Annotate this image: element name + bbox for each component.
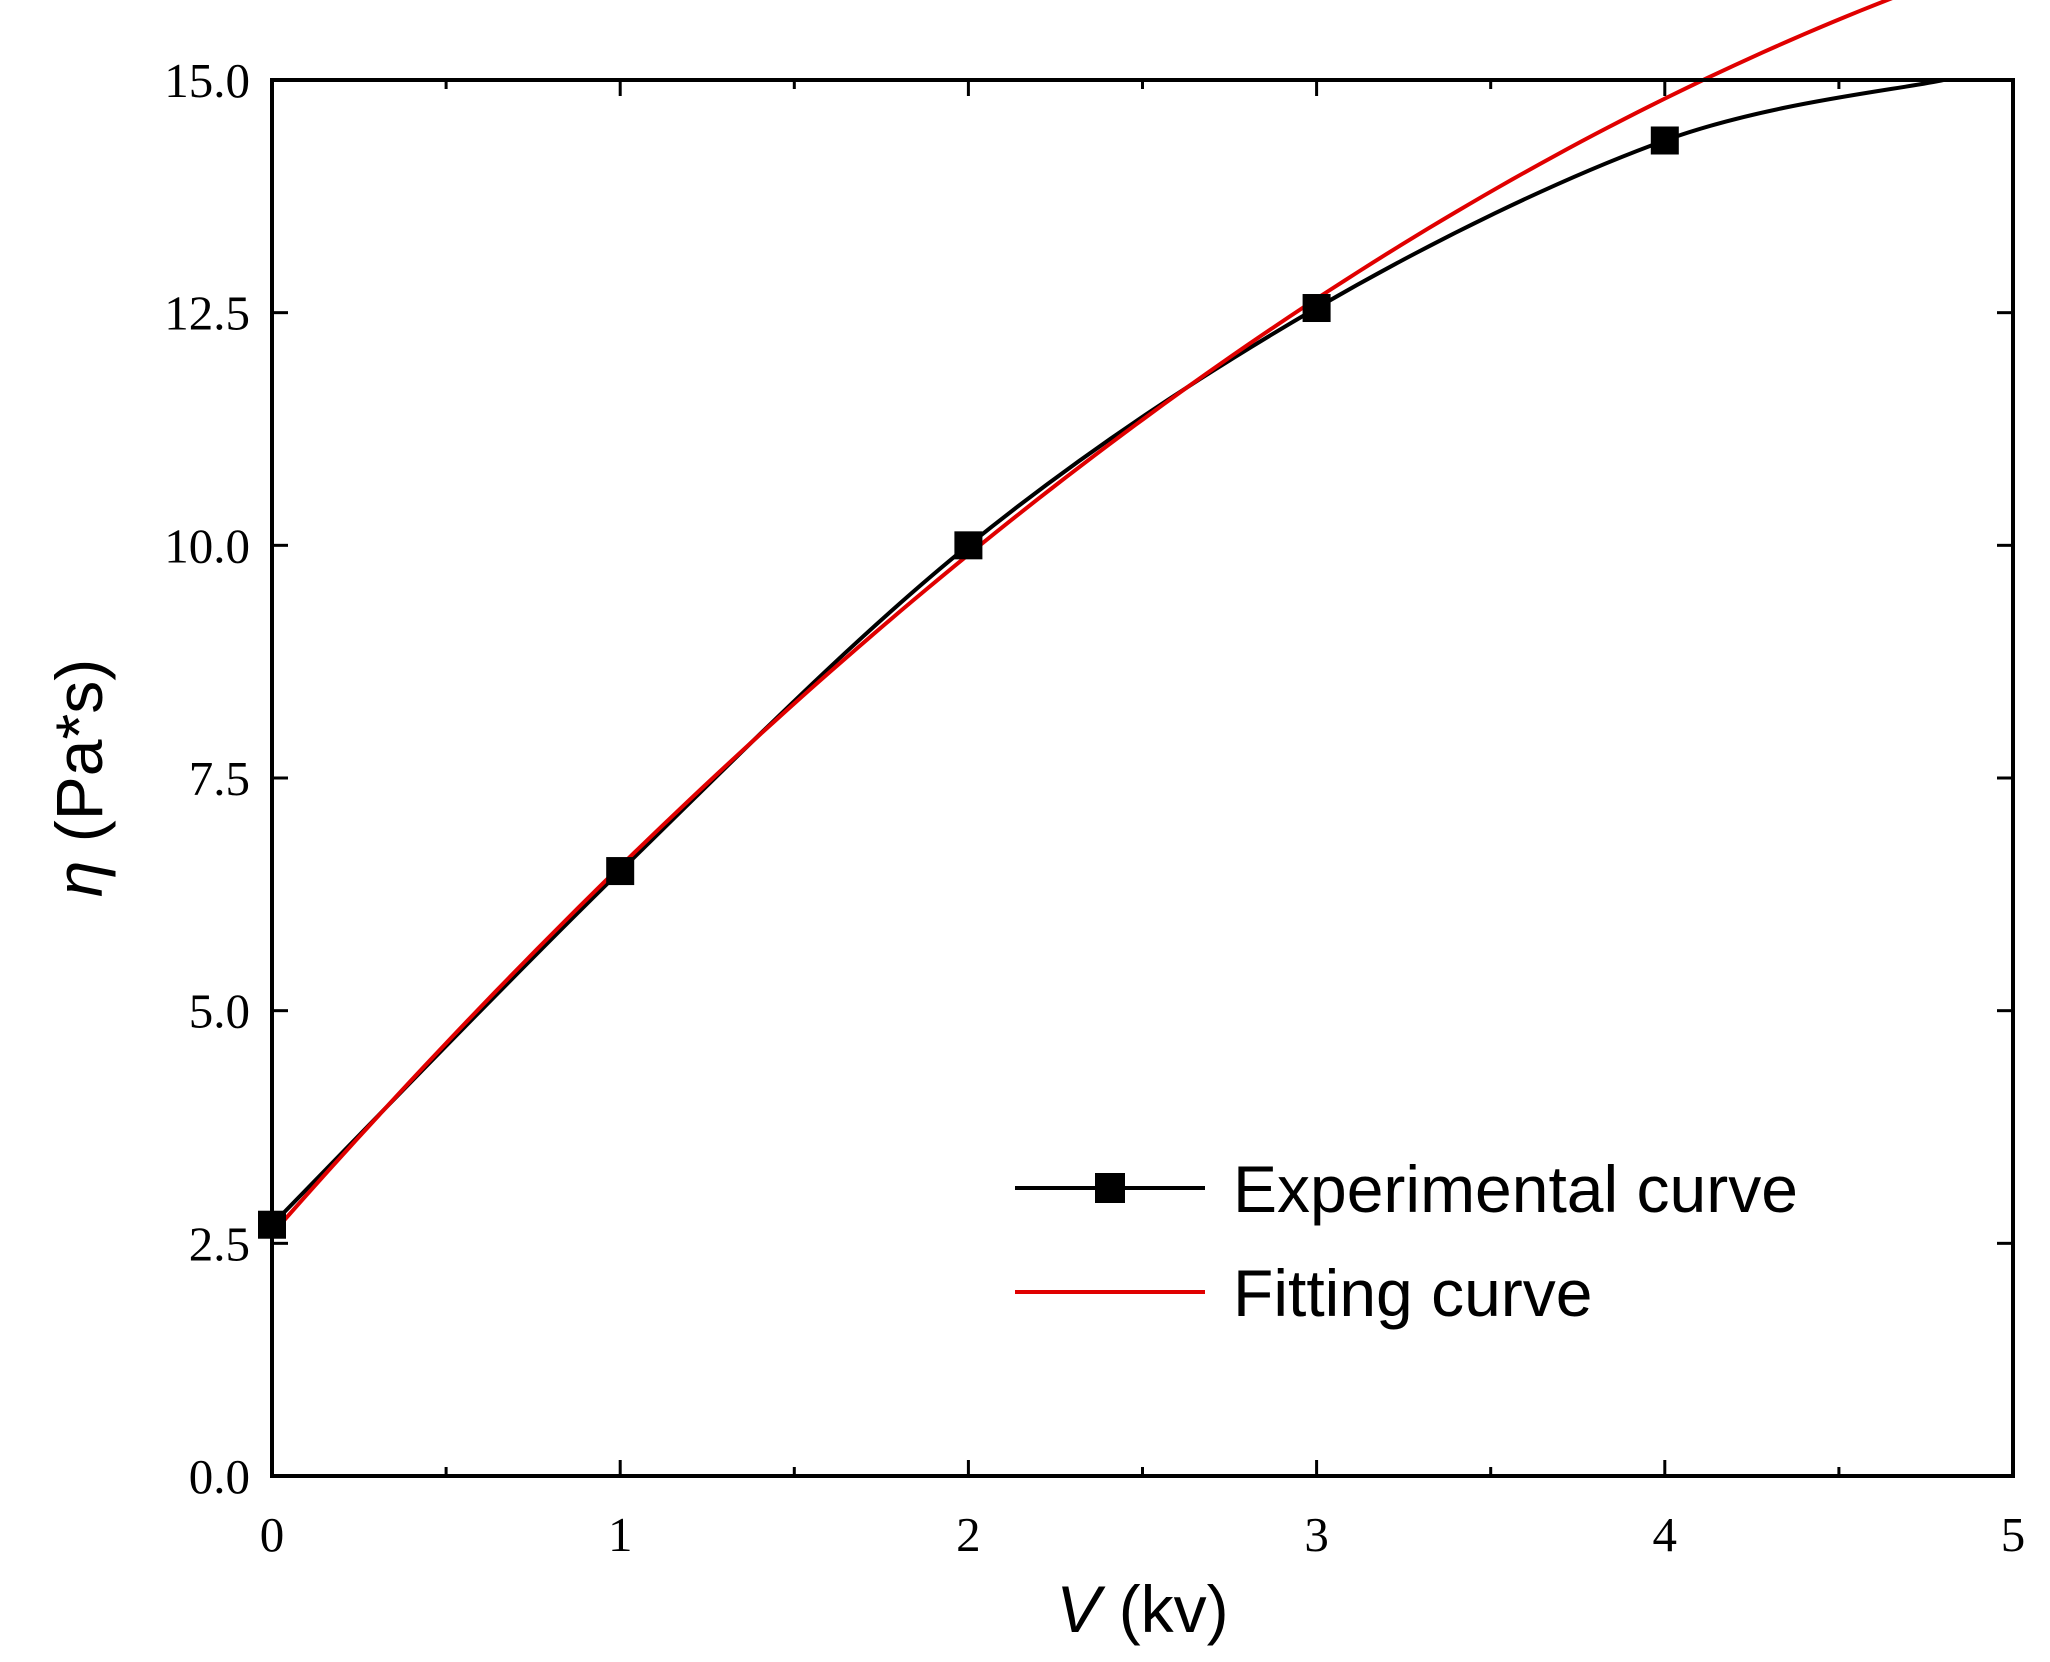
series-layer [258, 0, 1944, 1239]
legend-label-experimental: Experimental curve [1233, 1152, 1798, 1226]
experimental-data-point [954, 531, 983, 560]
axis-ticks [270, 78, 2015, 1478]
experimental-data-point [1302, 294, 1331, 323]
x-tick-label: 3 [1304, 1507, 1329, 1562]
x-axis-symbol: V [1056, 1572, 1106, 1646]
tick-labels: 0 1 2 3 4 5 0.0 2.5 5.0 7.5 10.0 12.5 15.0 [164, 53, 2025, 1562]
y-axis-title: η (Pa*s) [42, 659, 116, 897]
x-tick-label: 0 [260, 1507, 285, 1562]
x-tick-label: 1 [608, 1507, 633, 1562]
y-tick-label: 0.0 [189, 1449, 250, 1504]
legend-label-fitting: Fitting curve [1233, 1256, 1592, 1330]
x-axis-title: V (kv) [1056, 1572, 1228, 1646]
y-axis-space [42, 842, 116, 860]
y-tick-label: 2.5 [189, 1216, 250, 1271]
experimental-curve-line [270, 78, 1944, 1227]
x-tick-label: 5 [2001, 1507, 2026, 1562]
x-axis-space [1100, 1572, 1118, 1646]
x-axis-unit: (kv) [1119, 1572, 1229, 1646]
y-tick-label: 15.0 [164, 53, 250, 108]
x-tick-label: 4 [1653, 1507, 1678, 1562]
fitting-curve-line [270, 0, 1893, 1236]
experimental-data-point [606, 857, 635, 886]
y-axis-unit: (Pa*s) [42, 659, 116, 842]
x-tick-label: 2 [956, 1507, 981, 1562]
y-tick-label: 5.0 [189, 984, 250, 1039]
y-tick-label: 7.5 [189, 751, 250, 806]
experimental-data-point [1650, 126, 1679, 155]
plot-frame [270, 78, 2015, 1478]
y-tick-label: 10.0 [164, 518, 250, 573]
legend-marker-experimental [1095, 1173, 1125, 1203]
legend: Experimental curve Fitting curve [1015, 1152, 1798, 1330]
y-tick-label: 12.5 [164, 286, 250, 341]
y-axis-symbol: η [42, 861, 116, 898]
